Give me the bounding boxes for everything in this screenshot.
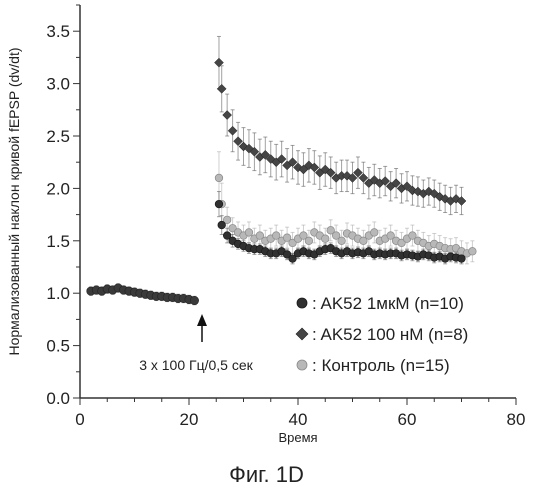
x-tick-label: 20	[180, 410, 199, 429]
y-tick-label: 2.5	[46, 127, 70, 146]
legend-marker	[297, 360, 307, 370]
y-tick-label: 2.0	[46, 179, 70, 198]
legend-label: : Контроль (n=15)	[312, 356, 450, 375]
chart: 0.0 0.5 1.0 1.5 2.0 2.5 3.0 3.5 0 20 40 60 80 Время Но…	[0, 0, 533, 460]
series-2-point	[338, 237, 346, 245]
y-tick-label: 1.0	[46, 284, 70, 303]
legend-marker	[296, 328, 308, 340]
x-tick-label: 60	[398, 410, 417, 429]
series-2-point	[321, 235, 329, 243]
series-0-point	[215, 200, 223, 208]
stimulus-arrow-head	[197, 314, 207, 326]
legend-label: : AK52 100 нМ (n=8)	[312, 325, 468, 344]
series-0-point	[458, 255, 466, 263]
x-tick-label: 80	[507, 410, 526, 429]
series-2-point	[215, 174, 223, 182]
figure-caption: Фиг. 1D	[0, 462, 533, 488]
series-0-point	[218, 221, 226, 229]
y-axis-title: Нормализованный наклон кривой fEPSP (dv/…	[6, 47, 22, 355]
series-2-point	[245, 229, 253, 237]
series-2-point	[469, 247, 477, 255]
chart-legend: : AK52 1мкМ (n=10) : AK52 100 нМ (n=8) : К…	[296, 294, 468, 375]
stimulus-annotation-text: 3 x 100 Гц/0,5 сек	[139, 357, 253, 373]
legend-label: : AK52 1мкМ (n=10)	[312, 294, 464, 313]
y-tick-label: 0.5	[46, 337, 70, 356]
baseline-point	[190, 296, 198, 304]
series-2-point	[305, 237, 313, 245]
stimulus-annotation: 3 x 100 Гц/0,5 сек	[139, 314, 253, 373]
y-tick-label: 3.0	[46, 75, 70, 94]
chart-axes: 0.0 0.5 1.0 1.5 2.0 2.5 3.0 3.5 0 20 40 60 80 Время Но…	[6, 5, 525, 445]
x-tick-label: 0	[75, 410, 84, 429]
series-1-point	[228, 126, 237, 135]
legend-marker	[297, 298, 307, 308]
x-tick-label: 40	[289, 410, 308, 429]
series-1-point	[223, 111, 232, 120]
y-tick-label: 1.5	[46, 232, 70, 251]
series-2-point	[371, 229, 379, 237]
x-axis-title: Время	[278, 430, 317, 445]
y-tick-label: 0.0	[46, 389, 70, 408]
y-tick-label: 3.5	[46, 22, 70, 41]
error-bars	[89, 36, 475, 304]
